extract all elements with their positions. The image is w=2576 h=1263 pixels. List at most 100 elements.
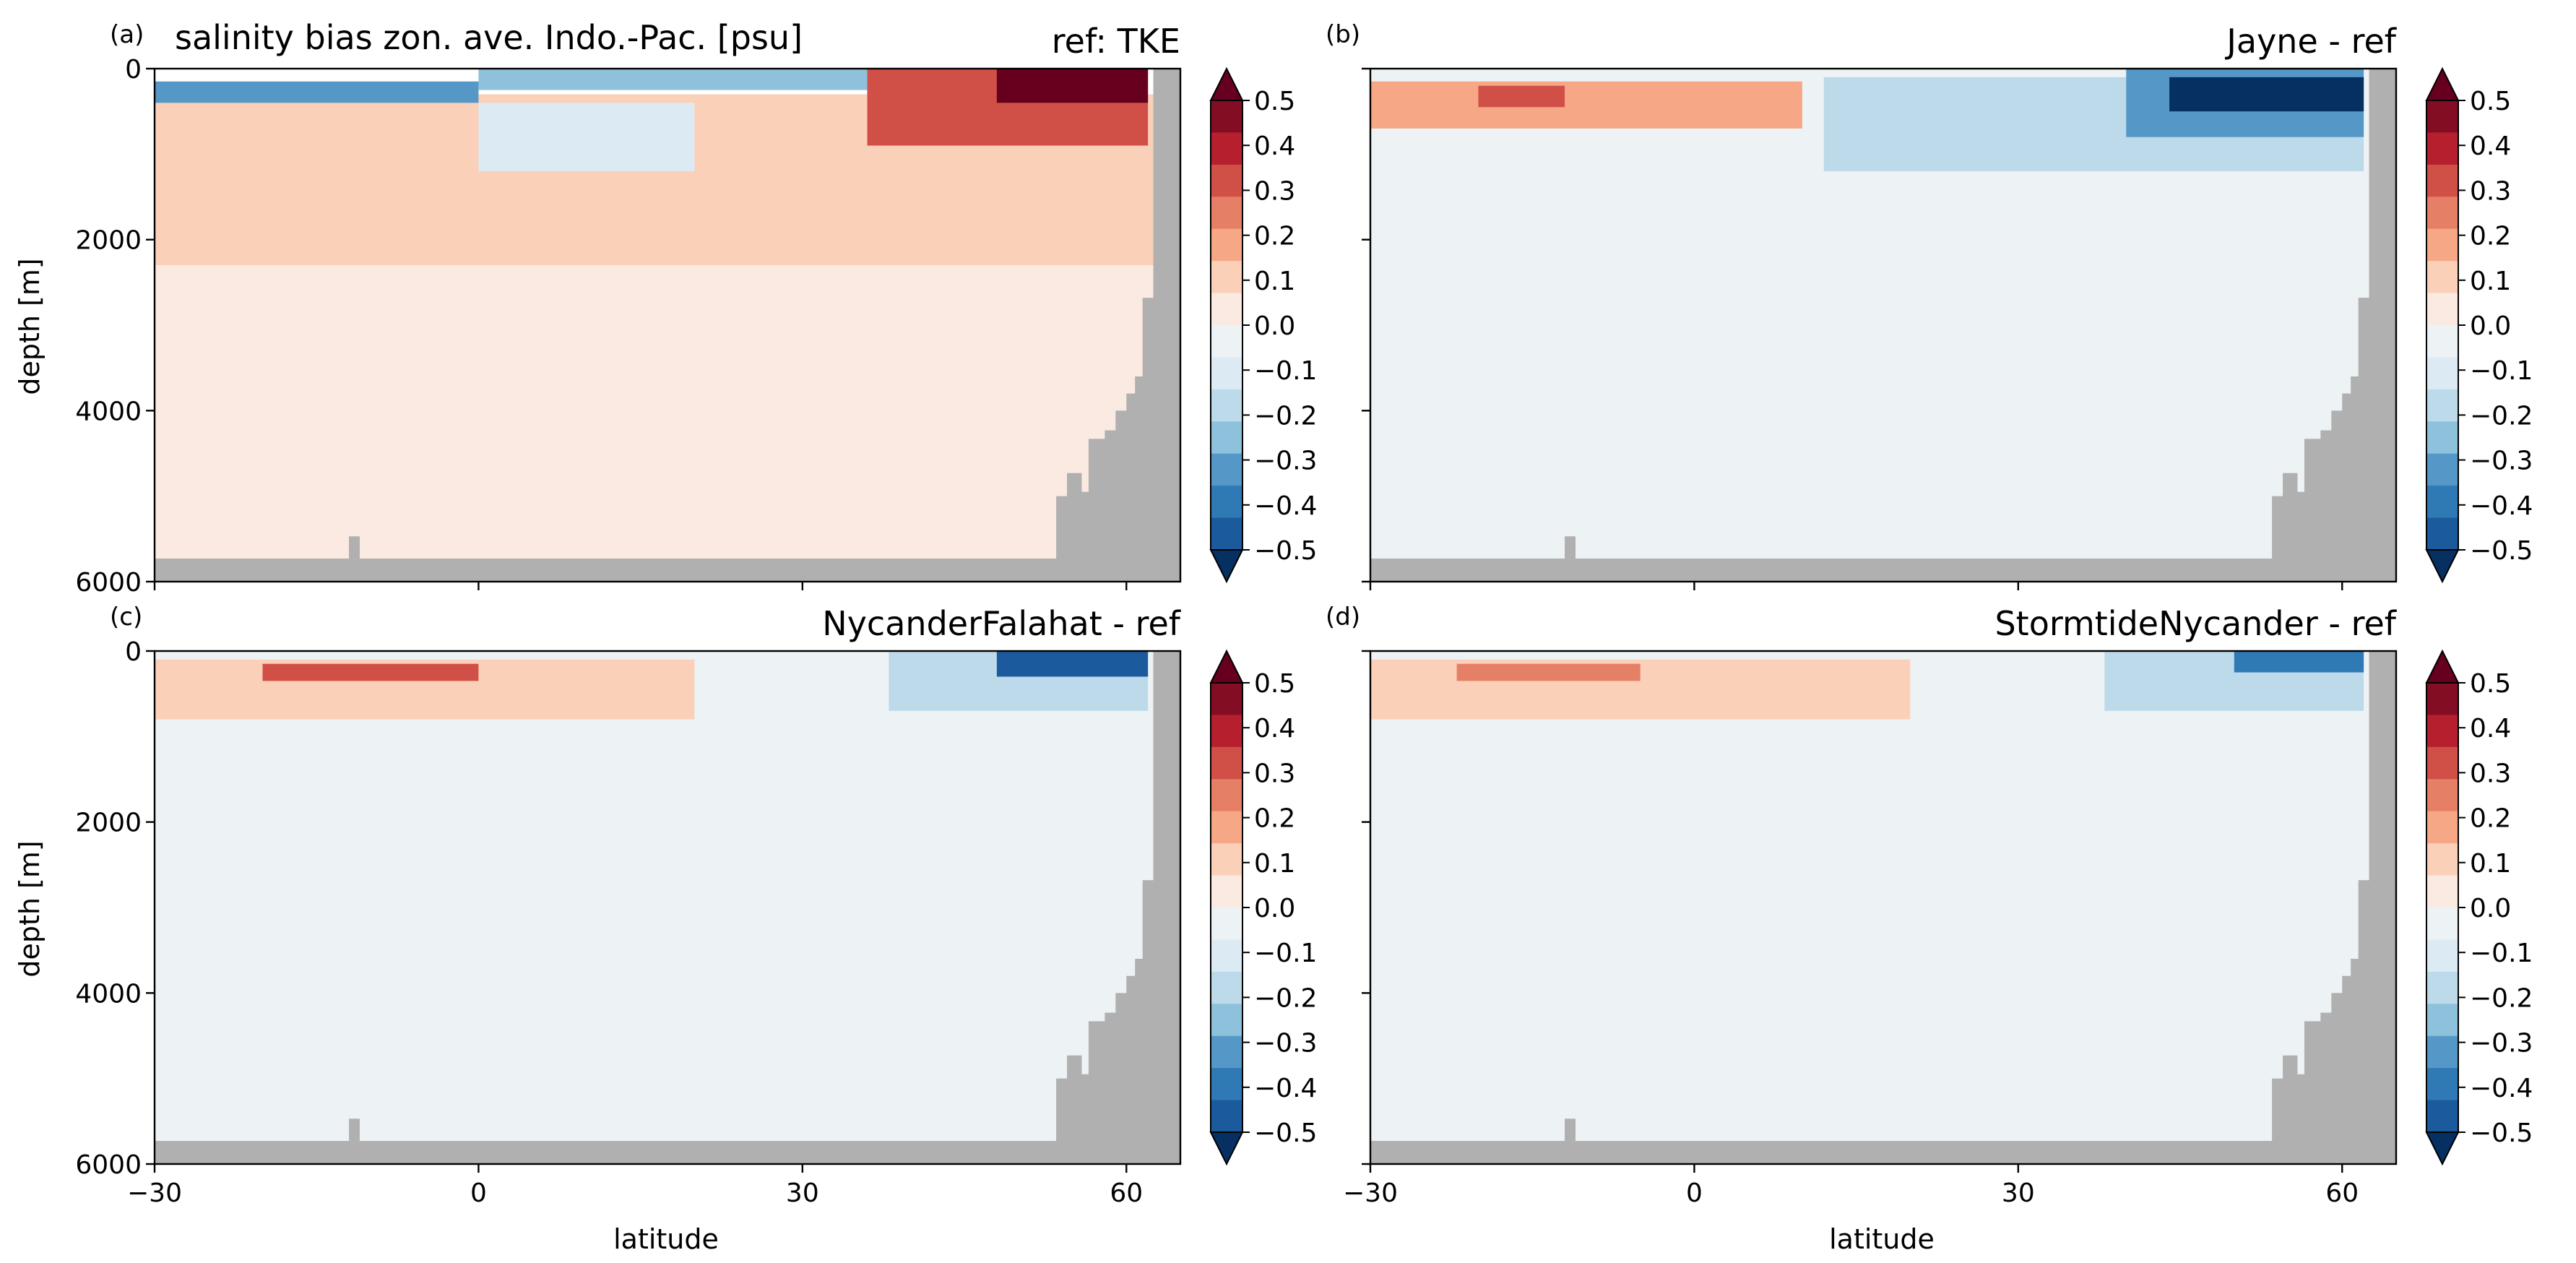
colorbar-tick-label: 0.2 <box>1254 222 1295 251</box>
colorbar-segment <box>1211 228 1242 262</box>
continental-slope <box>2304 1021 2322 1164</box>
axes-frame <box>1369 67 2398 583</box>
continental-slope <box>1105 1012 1117 1164</box>
figure-title: salinity bias zon. ave. Indo.-Pac. [psu] <box>175 18 803 57</box>
colorbar-extend-min <box>2425 549 2460 584</box>
colorbar-segment <box>1211 1004 1242 1037</box>
bias-region <box>996 69 1149 103</box>
axes-frame <box>153 67 1182 583</box>
bias-region <box>155 81 479 103</box>
colorbar-extend-max <box>1209 649 1244 684</box>
colorbar-segment <box>2426 261 2458 294</box>
colorbar-tick-label: −0.4 <box>1254 1074 1317 1103</box>
colorbar-tick-label: 0.1 <box>2470 267 2511 296</box>
colorbar: 0.5 0.4 0.3 0.2 0.1 0.0 −0.1 −0.2 −0.3 −0.4 −0.5 <box>1209 66 1317 584</box>
colorbar-extend-min <box>1209 1131 1244 1166</box>
salinity-bias-field <box>155 651 1180 1164</box>
colorbar-segment <box>2426 1100 2458 1133</box>
colorbar-tick-label: −0.5 <box>1254 536 1317 566</box>
continental-slope <box>1126 975 1136 1164</box>
bias-region <box>2234 651 2364 673</box>
colorbar-segment <box>1211 715 1242 748</box>
colorbar-segment <box>2426 746 2458 780</box>
continental-slope <box>1142 298 1154 582</box>
panel-letter: (b) <box>1326 20 1360 49</box>
colorbar-tick-label: 0.3 <box>2470 759 2511 788</box>
colorbar-segment <box>2426 939 2458 973</box>
seamount <box>1565 536 1576 559</box>
y-tick-label: 4000 <box>75 397 142 426</box>
colorbar-segment <box>2426 843 2458 876</box>
colorbar-tick-label: −0.1 <box>2470 939 2533 968</box>
continental-slope <box>1135 376 1144 582</box>
colorbar-segment <box>1211 421 1242 454</box>
colorbar-tick-label: 0.5 <box>1254 669 1295 699</box>
bias-region <box>155 265 1180 582</box>
colorbar-tick-label: 0.5 <box>2470 87 2511 116</box>
colorbar-segment <box>1211 779 1242 812</box>
colorbar-segment <box>1211 1035 1242 1069</box>
seamount <box>349 1118 360 1142</box>
colorbar-segment <box>1211 908 1242 940</box>
seafloor <box>1370 1141 2396 1164</box>
colorbar-tick-label: 0.4 <box>2470 714 2511 743</box>
panel-title: Jayne - ref <box>2224 22 2397 61</box>
colorbar-segment <box>2426 421 2458 454</box>
colorbar-tick-label: 0.4 <box>2470 132 2511 161</box>
colorbar-segment <box>1211 261 1242 294</box>
colorbar-tick-label: −0.4 <box>2470 1074 2533 1103</box>
colorbar-extend-min <box>1209 549 1244 584</box>
axes-frame <box>153 650 1182 1165</box>
x-tick-label: 30 <box>2002 1178 2035 1208</box>
colorbar-tick-label: 0.0 <box>1254 894 1295 923</box>
x-tick-label: 30 <box>786 1178 819 1208</box>
colorbar-segment <box>2426 517 2458 551</box>
colorbar-segment <box>2426 971 2458 1004</box>
colorbar-segment <box>1211 843 1242 876</box>
colorbar-segment <box>1211 971 1242 1004</box>
colorbar-segment <box>2426 389 2458 422</box>
seafloor <box>155 1141 1180 1164</box>
colorbar-tick-label: −0.2 <box>2470 983 2533 1013</box>
continental-slope <box>1135 959 1144 1164</box>
continental-slope <box>1142 880 1154 1164</box>
colorbar-tick-label: 0.5 <box>2470 669 2511 699</box>
colorbar-tick-label: 0.4 <box>1254 132 1295 161</box>
colorbar-segment <box>2426 779 2458 812</box>
y-axis-label-top: depth [m] <box>14 258 46 395</box>
continental-slope <box>2358 298 2370 582</box>
colorbar-segment <box>2426 100 2458 133</box>
colorbar-segment <box>1211 325 1242 358</box>
continental-slope <box>2351 959 2359 1164</box>
colorbar-segment <box>2426 683 2458 715</box>
colorbar-tick-label: 0.0 <box>2470 894 2511 923</box>
salinity-bias-field <box>1370 651 2396 1164</box>
seamount <box>349 536 360 559</box>
panel-letter: (a) <box>110 20 144 49</box>
panel-title: ref: TKE <box>1052 22 1180 61</box>
continental-slope <box>2296 491 2305 582</box>
x-axis-label-left: latitude <box>613 1223 719 1255</box>
continental-slope <box>2272 1078 2284 1164</box>
bias-region <box>2169 77 2364 112</box>
y-tick-label: 2000 <box>75 809 142 838</box>
colorbar-tick-label: −0.5 <box>2470 1118 2533 1148</box>
continental-slope <box>1088 1021 1106 1164</box>
colorbar-tick-label: 0.0 <box>2470 311 2511 341</box>
northern-land <box>2369 651 2396 1164</box>
colorbar-tick-label: −0.2 <box>1254 401 1317 431</box>
y-tick-label: 4000 <box>75 979 142 1009</box>
colorbar-extend-max <box>1209 66 1244 101</box>
colorbar-segment <box>1211 389 1242 422</box>
colorbar-extend-min <box>2425 1131 2460 1166</box>
colorbar-segment <box>2426 325 2458 358</box>
continental-slope <box>2320 1012 2333 1164</box>
y-tick-label: 0 <box>125 637 142 667</box>
colorbar: 0.5 0.4 0.3 0.2 0.1 0.0 −0.1 −0.2 −0.3 −0.4 −0.5 <box>1209 649 1317 1166</box>
x-tick-label: −30 <box>127 1178 182 1208</box>
bias-region <box>1478 85 1565 108</box>
colorbar-segment <box>1211 875 1242 908</box>
colorbar-segment <box>2426 228 2458 262</box>
